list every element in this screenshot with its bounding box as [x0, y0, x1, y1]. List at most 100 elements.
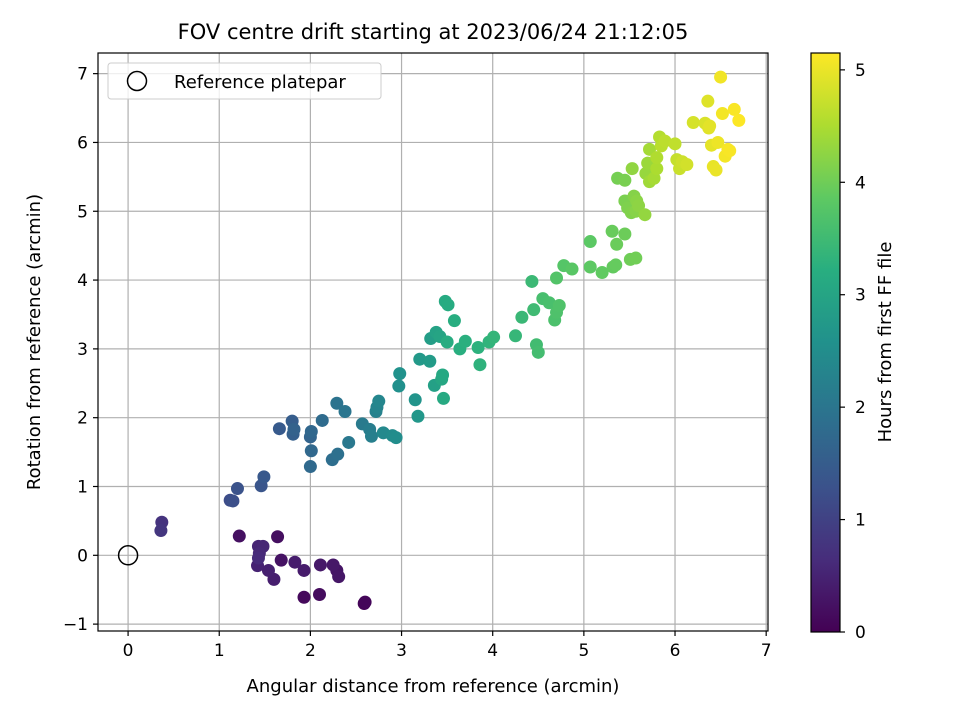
data-point	[714, 70, 728, 84]
legend: Reference platepar	[107, 62, 382, 100]
data-point	[297, 563, 311, 577]
data-point	[552, 299, 566, 313]
data-point	[393, 367, 407, 381]
chart-title: FOV centre drift starting at 2023/06/24 …	[178, 20, 689, 44]
data-point	[727, 102, 741, 116]
data-point	[650, 162, 664, 176]
y-tick-label: 1	[77, 478, 88, 498]
data-point	[610, 237, 624, 251]
data-point	[709, 163, 723, 177]
data-point	[618, 227, 632, 241]
data-point	[473, 358, 487, 372]
data-point	[715, 107, 729, 121]
legend-marker-icon	[126, 70, 148, 92]
y-tick-label: 3	[77, 340, 88, 360]
x-tick-label: 6	[670, 641, 681, 661]
colorbar-tick-label: 0	[855, 623, 866, 643]
x-axis-ticks: 0 1 2 3 4 5 6 7	[123, 631, 772, 661]
data-point	[358, 595, 372, 609]
data-point	[658, 134, 672, 148]
x-tick-label: 7	[761, 641, 772, 661]
colorbar-label: Hours from first FF file	[875, 242, 896, 443]
colorbar-tick-label: 1	[855, 511, 866, 531]
data-point	[297, 590, 311, 604]
data-point	[711, 135, 725, 149]
data-point	[565, 262, 579, 276]
data-point	[261, 563, 275, 577]
y-tick-label: 5	[77, 202, 88, 222]
legend-box	[107, 62, 382, 100]
data-point	[154, 524, 168, 538]
data-point	[413, 352, 427, 366]
data-point	[313, 558, 327, 572]
x-axis-label: Angular distance from reference (arcmin)	[247, 676, 620, 697]
colorbar-tick-label: 5	[855, 61, 866, 81]
y-axis-ticks: −1 0 1 2 3 4 5 6 7	[63, 65, 98, 635]
data-point	[287, 422, 301, 436]
x-tick-label: 3	[396, 641, 407, 661]
y-tick-label: 2	[77, 409, 88, 429]
plot-area	[97, 52, 769, 632]
data-point	[509, 329, 522, 343]
data-points	[154, 70, 746, 610]
colorbar	[810, 52, 841, 633]
data-point	[315, 413, 329, 427]
x-tick-label: 5	[578, 641, 589, 661]
data-point	[531, 345, 545, 359]
data-point	[326, 558, 340, 572]
data-point	[436, 391, 450, 405]
data-point	[408, 393, 422, 407]
data-point	[583, 260, 597, 274]
x-tick-label: 0	[123, 641, 134, 661]
colorbar-tick-label: 2	[855, 398, 866, 418]
data-point	[686, 116, 700, 129]
y-tick-label: 6	[77, 133, 88, 153]
data-point	[304, 444, 318, 458]
data-point	[364, 429, 378, 443]
data-point	[515, 310, 529, 324]
grid	[98, 53, 768, 631]
data-point	[331, 447, 345, 461]
data-point	[226, 494, 240, 508]
colorbar-tick-label: 4	[855, 173, 866, 193]
data-point	[272, 422, 286, 436]
legend-label: Reference platepar	[174, 72, 346, 93]
data-point	[288, 555, 302, 569]
data-point	[271, 530, 285, 544]
x-tick-label: 4	[487, 641, 498, 661]
data-point	[542, 296, 556, 310]
y-tick-label: 4	[77, 271, 88, 291]
y-tick-label: 0	[77, 546, 88, 566]
data-point	[609, 258, 623, 272]
data-point	[440, 335, 454, 349]
data-point	[703, 119, 717, 133]
data-point	[411, 409, 425, 423]
data-point	[274, 553, 288, 567]
data-point	[458, 334, 472, 348]
data-point	[389, 431, 403, 445]
data-point	[625, 162, 639, 176]
data-point	[638, 208, 652, 222]
data-point	[583, 235, 597, 249]
data-point	[668, 137, 682, 151]
data-point	[680, 157, 694, 171]
data-point	[618, 173, 632, 187]
colorbar-ticks: 0 1 2 3 4 5	[840, 61, 866, 643]
data-point	[423, 354, 437, 368]
data-point	[447, 314, 461, 328]
reference-point	[117, 545, 139, 566]
data-point	[338, 405, 352, 418]
data-point	[605, 224, 619, 238]
data-point	[595, 266, 609, 279]
data-point	[723, 144, 737, 158]
data-point	[257, 470, 271, 484]
data-point	[650, 151, 664, 165]
data-point	[436, 368, 450, 382]
data-point	[471, 341, 485, 354]
data-point	[332, 570, 346, 584]
data-point	[303, 460, 317, 474]
data-point	[732, 113, 746, 127]
data-point	[232, 529, 246, 543]
data-point	[342, 435, 356, 449]
